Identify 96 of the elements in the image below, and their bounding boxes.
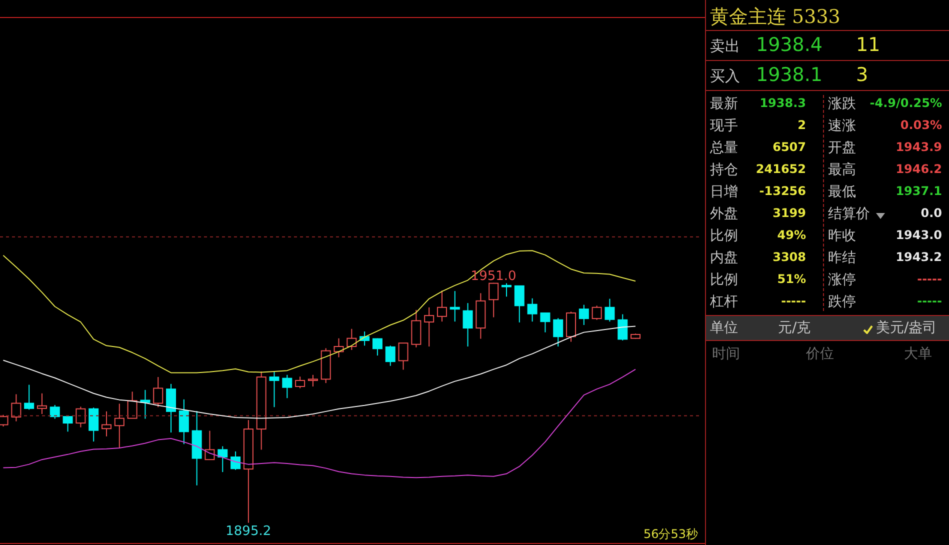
candlestick xyxy=(62,415,73,432)
candlestick xyxy=(540,312,550,333)
text: 杠杆 xyxy=(710,293,738,311)
candlestick xyxy=(553,318,564,347)
text: 日增 xyxy=(710,183,738,201)
candlestick xyxy=(502,282,512,298)
text: 1938.4 xyxy=(756,34,822,56)
candlestick xyxy=(88,407,99,442)
text: 跌停 xyxy=(828,293,856,311)
text: 3 xyxy=(856,64,868,86)
candlestick xyxy=(166,383,176,433)
text: 外盘 xyxy=(710,205,738,223)
candlestick xyxy=(282,374,292,399)
text: 涨停 xyxy=(828,271,856,289)
candlestick xyxy=(204,430,215,460)
candlestick xyxy=(411,309,422,348)
text: 持仓 xyxy=(710,161,738,179)
candlestick xyxy=(604,298,615,322)
text: 元/克 xyxy=(778,319,811,337)
annotation: 1951.0 xyxy=(470,268,516,284)
text: 涨跌 xyxy=(828,95,856,113)
text: 总量 xyxy=(710,139,738,157)
text: 时间 xyxy=(712,345,740,363)
candlestick xyxy=(127,391,138,419)
candlestick xyxy=(24,384,34,410)
text: 0.03% xyxy=(900,118,942,132)
text: 黄金主连 5333 xyxy=(710,5,840,30)
candlestick xyxy=(153,376,164,408)
text: 价位 xyxy=(806,345,834,363)
text: 0.0 xyxy=(920,206,942,220)
candlestick xyxy=(76,406,86,428)
candlestick xyxy=(114,403,124,448)
text: 开盘 xyxy=(828,139,856,157)
candlestick xyxy=(36,392,47,415)
candlestick xyxy=(11,394,22,422)
candlestick xyxy=(436,290,447,322)
text: 比例 xyxy=(710,227,738,245)
text: 1946.2 xyxy=(896,162,942,176)
text: ----- xyxy=(781,294,806,308)
text: 6507 xyxy=(772,140,806,154)
candlestick xyxy=(102,410,112,437)
candlestick xyxy=(398,342,408,370)
text: 最低 xyxy=(828,183,856,201)
candlestick xyxy=(372,338,382,356)
text: 单位 xyxy=(710,319,738,337)
text: 1938.3 xyxy=(760,96,806,110)
text: ----- xyxy=(917,294,942,308)
candlestick xyxy=(488,282,499,318)
text: 最高 xyxy=(828,161,856,179)
candlestick xyxy=(218,446,228,473)
text: -13256 xyxy=(759,184,806,198)
text: 11 xyxy=(856,34,880,56)
text: -4.9/0.25% xyxy=(870,96,942,110)
text: 1943.2 xyxy=(896,250,942,264)
candlestick xyxy=(578,304,589,326)
text: 昨结 xyxy=(828,249,856,267)
candlestick xyxy=(514,285,524,323)
text: 现手 xyxy=(710,117,738,135)
text: 51% xyxy=(777,272,806,286)
text: 大单 xyxy=(904,345,932,363)
text: 56分53秒 xyxy=(643,526,698,543)
candlestick xyxy=(527,298,538,322)
candlestick xyxy=(269,370,280,408)
candlestick xyxy=(618,314,628,341)
annotation: 1895.2 xyxy=(226,524,272,540)
text: 1943.9 xyxy=(896,140,942,154)
candlestick xyxy=(178,398,189,445)
candlestick xyxy=(385,345,396,366)
text: 241652 xyxy=(756,162,806,176)
text: 内盘 xyxy=(710,249,738,267)
candlestick xyxy=(308,374,318,387)
text: 美元/盎司 xyxy=(876,319,937,337)
text: 1937.1 xyxy=(896,184,942,198)
candlestick xyxy=(592,305,602,320)
text: 卖出 xyxy=(710,37,740,56)
text: 2 xyxy=(798,118,806,132)
text: 比例 xyxy=(710,271,738,289)
text: ----- xyxy=(917,272,942,286)
text: 结算价 xyxy=(828,205,870,223)
candlestick xyxy=(450,290,460,322)
text: 49% xyxy=(777,228,806,242)
text: 买入 xyxy=(710,67,740,86)
candlestick xyxy=(566,311,576,342)
text: 1938.1 xyxy=(756,64,822,86)
text: 1943.0 xyxy=(896,228,942,242)
text: 昨收 xyxy=(828,227,856,245)
text: 3308 xyxy=(772,250,806,264)
text: 速涨 xyxy=(828,117,856,135)
candlestick xyxy=(295,376,306,389)
candlestick xyxy=(424,306,434,347)
text: 3199 xyxy=(772,206,806,220)
candlestick xyxy=(462,302,473,347)
candlestick xyxy=(50,404,60,420)
candlestick xyxy=(230,450,241,470)
text: 最新 xyxy=(710,95,738,113)
candlestick xyxy=(140,389,150,420)
